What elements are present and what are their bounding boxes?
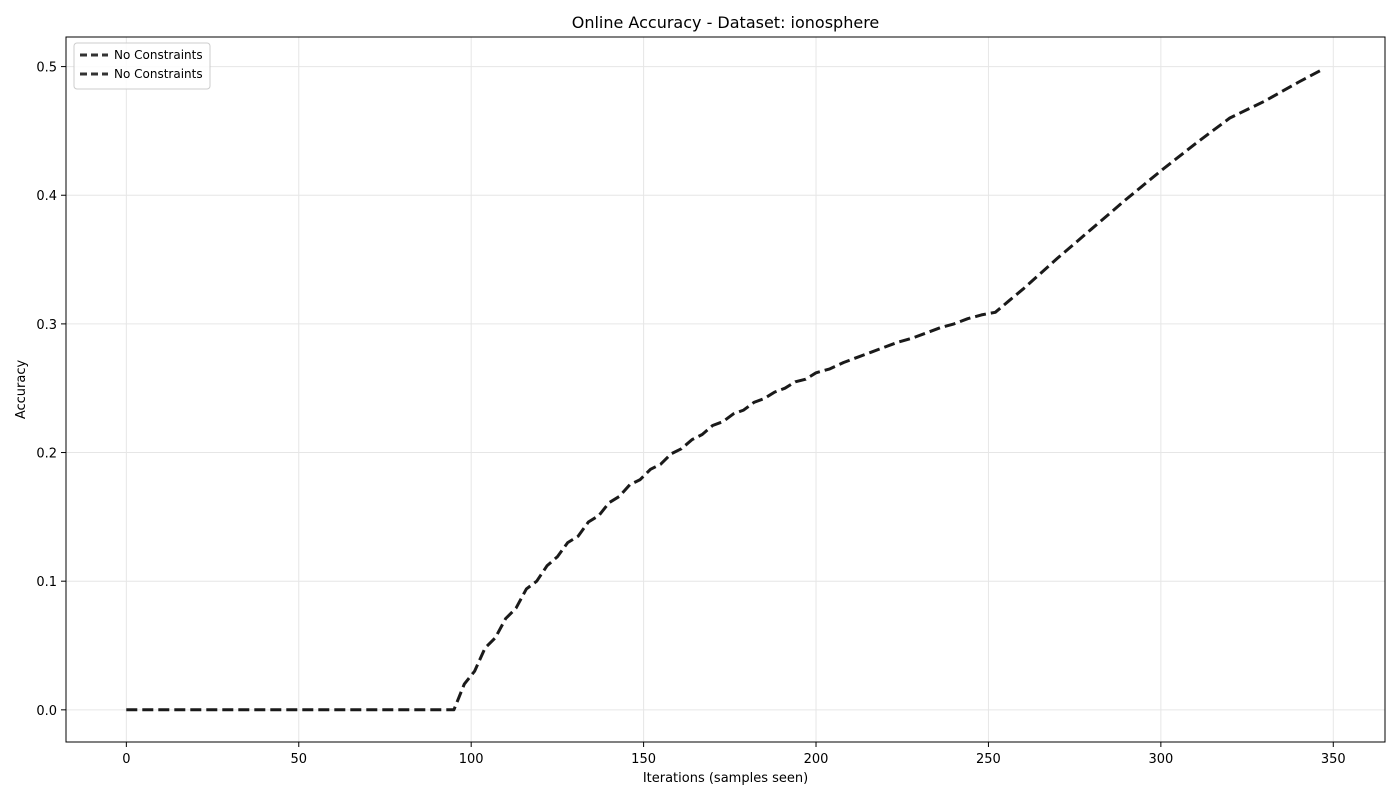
- ticks: 0 50 100 150 200 250 300 350 0.0 0.1 0.2 0.3 0.4 0.5: [36, 61, 1345, 767]
- y-tick-label: 0.5: [36, 61, 57, 76]
- y-tick-label: 0.1: [36, 575, 57, 590]
- x-tick-label: 50: [290, 752, 307, 767]
- x-tick-label: 250: [976, 752, 1001, 767]
- x-tick-label: 350: [1321, 752, 1346, 767]
- y-axis-label: Accuracy: [14, 360, 29, 420]
- legend-label: No Constraints: [114, 67, 203, 81]
- x-tick-label: 0: [122, 752, 130, 767]
- x-tick-label: 200: [804, 752, 829, 767]
- x-tick-label: 300: [1148, 752, 1173, 767]
- x-axis-label: Iterations (samples seen): [643, 771, 808, 786]
- x-tick-label: 150: [631, 752, 656, 767]
- chart-title: Online Accuracy - Dataset: ionosphere: [572, 13, 880, 32]
- y-tick-label: 0.0: [36, 704, 57, 719]
- grid: [66, 37, 1385, 742]
- legend: No Constraints No Constraints: [73, 42, 211, 90]
- y-tick-label: 0.3: [36, 318, 57, 333]
- series-layer: [126, 67, 1324, 712]
- x-tick-label: 100: [459, 752, 484, 767]
- y-tick-label: 0.2: [36, 447, 57, 462]
- y-tick-label: 0.4: [36, 189, 57, 204]
- series-line-0: [126, 67, 1324, 712]
- plot-frame: [65, 36, 1386, 743]
- legend-label: No Constraints: [114, 48, 203, 62]
